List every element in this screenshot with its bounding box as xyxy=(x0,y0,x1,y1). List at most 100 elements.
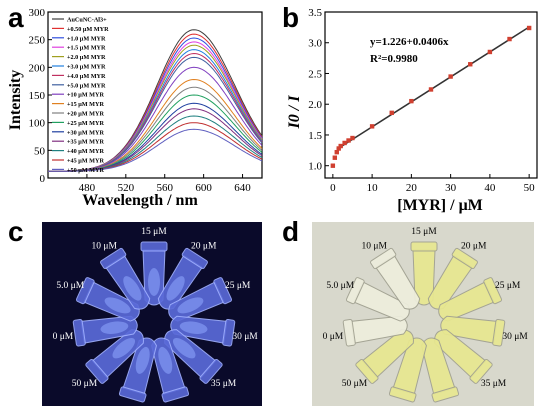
chart-a-ytick-label: 200 xyxy=(29,62,46,74)
tube-label: 25 μM xyxy=(225,281,251,291)
tube-cap xyxy=(451,247,478,270)
tube-cap xyxy=(388,386,417,403)
chart-a-xlabel: Wavelength / nm xyxy=(82,192,198,209)
tube-body xyxy=(438,281,495,322)
legend-label: +1.5 μM MYR xyxy=(67,45,106,52)
tube-glow xyxy=(104,297,131,314)
tube xyxy=(72,315,138,347)
data-point xyxy=(507,36,512,42)
tube-body xyxy=(353,281,410,322)
chart-b-ytick-label: 1.5 xyxy=(308,130,322,142)
tube-body xyxy=(361,329,414,379)
legend-label: +5.0 μM MYR xyxy=(67,82,106,89)
tube xyxy=(355,329,414,384)
tube-glow xyxy=(172,337,196,359)
legend-label: +20 μM MYR xyxy=(67,111,104,118)
tube-cap xyxy=(222,319,236,347)
tube-cap xyxy=(118,386,147,403)
tube-glow xyxy=(179,321,208,334)
tube-body xyxy=(440,315,498,344)
tube-label: 10 μM xyxy=(92,242,118,252)
legend-label: +35 μM MYR xyxy=(67,139,104,146)
legend-label: +0.50 μM MYR xyxy=(67,26,109,33)
panel-letter-b: b xyxy=(282,2,300,33)
chart-a-ylabel: Intensity xyxy=(7,70,24,130)
tube-glow xyxy=(100,321,129,334)
panel-letter-d: d xyxy=(282,216,300,247)
tube xyxy=(85,329,144,384)
legend-label: +2.0 μM MYR xyxy=(67,54,106,61)
tube xyxy=(168,277,233,322)
tube xyxy=(388,337,427,403)
tube-glow xyxy=(177,297,204,314)
chart-b-ytick-label: 1.0 xyxy=(308,161,322,173)
tube xyxy=(342,315,408,347)
chart-b-frame xyxy=(324,11,538,179)
tube-cap xyxy=(492,319,506,347)
data-point xyxy=(350,135,355,141)
chart-a-series xyxy=(48,29,263,172)
emission-spectra-chart: 480 520 560 600 640 0 50 100 150 200 250 300 AuCuNC… xyxy=(7,7,263,209)
tube-cap xyxy=(140,241,168,252)
tube-cap xyxy=(469,358,493,384)
tube-glow xyxy=(148,268,160,296)
legend-label: +1.0 μM MYR xyxy=(67,35,106,42)
tube-cap xyxy=(370,247,397,270)
data-point xyxy=(526,25,532,31)
chart-a-ytick-label: 150 xyxy=(29,90,46,102)
data-point xyxy=(389,110,394,116)
chart-b-marks xyxy=(330,25,532,168)
tube-cap xyxy=(75,277,95,305)
tube-label: 35 μM xyxy=(211,379,237,389)
data-point xyxy=(346,138,351,143)
data-point xyxy=(369,124,375,129)
tube-cap xyxy=(181,247,208,270)
chart-a-ytick-label: 100 xyxy=(29,118,46,130)
chart-b-ytick-label: 3.5 xyxy=(308,7,322,19)
chart-b-ylabel: I0 / I xyxy=(286,95,303,130)
tube xyxy=(440,315,506,347)
tube-cap xyxy=(100,247,127,270)
chart-b-xtick-label: 20 xyxy=(406,182,418,194)
tube xyxy=(75,277,140,322)
chart-a-xtick-label: 560 xyxy=(156,182,173,194)
data-point xyxy=(428,87,434,92)
tube-label: 50 μM xyxy=(72,379,98,389)
tube xyxy=(170,315,236,347)
tube xyxy=(157,247,208,310)
tube-cap xyxy=(213,277,233,305)
tube-cap xyxy=(345,277,365,305)
tube-cap xyxy=(483,277,503,305)
tube-label: 0 μM xyxy=(53,332,74,342)
tube-cap xyxy=(199,358,223,384)
chart-a-xtick-label: 480 xyxy=(79,182,96,194)
tube xyxy=(370,247,421,310)
chart-b-ytick-label: 2.5 xyxy=(308,68,322,80)
tube-glow xyxy=(158,346,173,374)
tube-label: 20 μM xyxy=(191,242,217,252)
legend-label: +15 μM MYR xyxy=(67,101,104,108)
legend-label: +45 μM MYR xyxy=(67,158,104,165)
chart-b-xtick-label: 30 xyxy=(445,182,457,194)
tube xyxy=(164,329,223,384)
tube-cap xyxy=(410,241,438,252)
tube-label: 25 μM xyxy=(495,281,521,291)
legend-label: +4.0 μM MYR xyxy=(67,73,106,80)
legend-label: +10 μM MYR xyxy=(67,92,104,99)
data-point xyxy=(332,155,338,160)
tube-glow xyxy=(166,276,185,301)
tube-glow xyxy=(123,276,142,301)
tube-label: 20 μM xyxy=(461,242,487,252)
tube-label: 50 μM xyxy=(342,379,368,389)
chart-a-legend: AuCuNC-Al3+ +0.50 μM MYR +1.0 μM MYR +1.5 μ… xyxy=(52,17,109,174)
legend-label: +40 μM MYR xyxy=(67,148,104,155)
chart-a-ytick-label: 50 xyxy=(34,145,46,157)
tube-body xyxy=(392,337,427,395)
tube-label: 0 μM xyxy=(323,332,344,342)
legend-label: AuCuNC-Al3+ xyxy=(67,17,107,24)
tube-body xyxy=(350,315,408,344)
data-point xyxy=(330,163,336,168)
tube-glow xyxy=(135,346,150,374)
